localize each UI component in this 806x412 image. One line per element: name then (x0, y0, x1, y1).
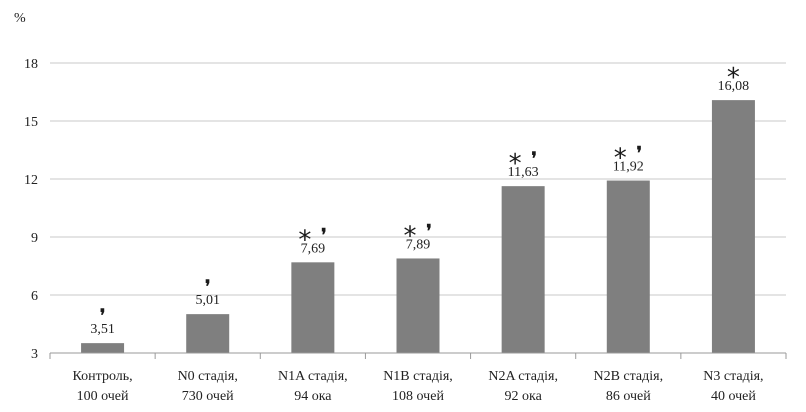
category-label-line2: 730 очей (182, 389, 234, 404)
category-label-line1: N1A стадія, (278, 369, 348, 384)
bar (501, 186, 545, 353)
x-axis (49, 352, 787, 359)
data-label: 5,01 (195, 293, 220, 308)
category-label-line2: 40 очей (711, 389, 756, 404)
category-label-line2: 92 ока (504, 389, 542, 404)
gridlines (50, 62, 786, 296)
category-label-line1: N3 стадія, (703, 369, 763, 384)
significance-star: * (614, 144, 627, 174)
bar (291, 262, 335, 353)
significance-mark: ❜ (321, 225, 326, 245)
y-tick-label: 18 (24, 57, 38, 72)
significance-star: * (509, 149, 522, 179)
significance-star: * (404, 221, 417, 251)
category-label-line1: N0 стадія, (178, 369, 238, 384)
category-label-line2: 108 очей (392, 389, 444, 404)
category-label-line2: 100 очей (77, 389, 129, 404)
y-axis-unit-label: % (14, 11, 26, 26)
y-tick-label: 3 (31, 347, 38, 362)
category-label-line2: 86 очей (606, 389, 651, 404)
y-tick-label: 9 (31, 231, 38, 246)
data-label: 3,51 (90, 322, 115, 337)
significance-mark: ❜ (637, 144, 642, 164)
bar (396, 258, 440, 353)
y-tick-label: 15 (24, 115, 38, 130)
data-label: 11,63 (508, 165, 539, 180)
category-label-line1: N1B стадія, (383, 369, 453, 384)
y-tick-label: 12 (24, 173, 38, 188)
significance-mark: ❜ (205, 277, 210, 297)
significance-star: * (298, 225, 311, 255)
bar (186, 314, 230, 353)
bar (711, 100, 755, 354)
bar (606, 180, 650, 353)
category-label-line1: Контроль, (73, 369, 133, 384)
y-tick-labels: 3 6 9 12 15 18 (24, 57, 38, 362)
significance-markers: ❜ ❜ * ❜ * ❜ * ❜ * ❜ * (100, 63, 740, 326)
category-label-line1: N2A стадія, (488, 369, 558, 384)
y-tick-label: 6 (31, 289, 38, 304)
significance-mark: ❜ (426, 221, 431, 241)
data-label: 11,92 (613, 160, 644, 175)
significance-mark: ❜ (100, 306, 105, 326)
data-label: 7,69 (301, 241, 326, 256)
bar (81, 343, 125, 353)
significance-mark: ❜ (531, 149, 536, 169)
category-labels: Контроль, 100 очей N0 стадія, 730 очей N1A с… (73, 369, 764, 404)
data-labels: 3,51 5,01 7,69 7,89 11,63 11,92 16,08 (90, 79, 749, 337)
significance-star: * (727, 63, 740, 93)
data-label: 7,89 (406, 237, 431, 252)
category-label-line2: 94 ока (294, 389, 332, 404)
category-label-line1: N2B стадія, (593, 369, 663, 384)
data-label: 16,08 (718, 79, 750, 94)
bars (81, 100, 755, 354)
